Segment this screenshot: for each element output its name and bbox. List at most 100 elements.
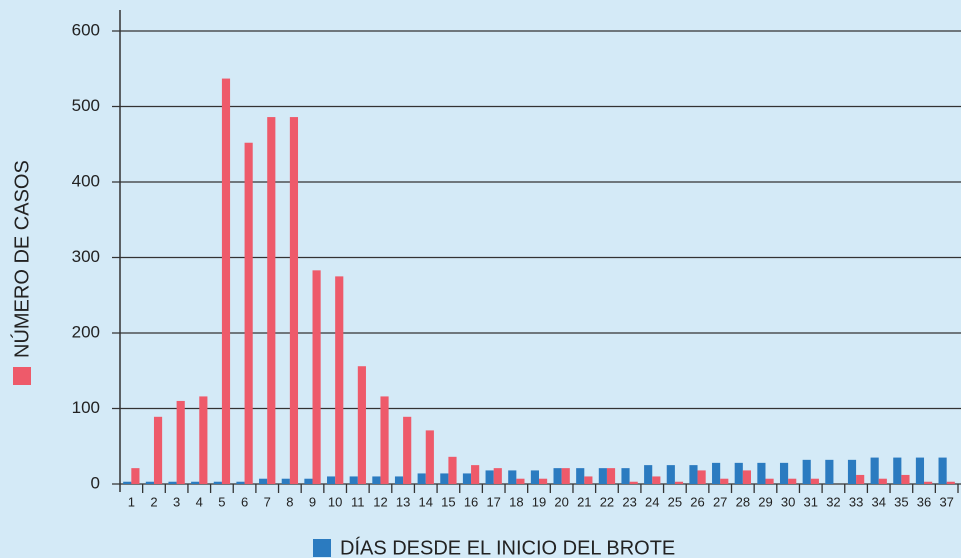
bar bbox=[394, 476, 404, 484]
bar bbox=[720, 478, 729, 484]
bar bbox=[281, 478, 290, 484]
x-tick-label: 10 bbox=[328, 494, 342, 509]
x-tick-label: 16 bbox=[464, 494, 478, 509]
x-tick-label: 27 bbox=[713, 494, 727, 509]
bar bbox=[878, 478, 887, 484]
bar bbox=[289, 117, 299, 484]
bar bbox=[312, 270, 321, 484]
bar bbox=[938, 457, 947, 484]
y-axis-label-group: NÚMERO DE CASOS bbox=[10, 160, 33, 385]
bar bbox=[372, 476, 381, 484]
bar bbox=[629, 481, 638, 484]
legend-swatch bbox=[313, 539, 331, 557]
bar bbox=[417, 473, 426, 484]
x-tick-label: 19 bbox=[532, 494, 546, 509]
bar bbox=[689, 465, 698, 484]
bar bbox=[425, 430, 434, 484]
x-tick-label: 36 bbox=[917, 494, 931, 509]
x-tick-label: 28 bbox=[736, 494, 750, 509]
bar bbox=[236, 481, 245, 484]
bar bbox=[666, 465, 675, 484]
y-tick-label: 200 bbox=[72, 322, 100, 341]
y-tick-label: 600 bbox=[72, 20, 100, 39]
bar bbox=[380, 396, 389, 484]
bar bbox=[712, 462, 721, 484]
x-tick-label: 33 bbox=[849, 494, 863, 509]
bar bbox=[213, 481, 222, 484]
y-tick-label: 0 bbox=[91, 473, 100, 492]
bar bbox=[145, 481, 154, 484]
bar bbox=[304, 478, 313, 484]
y-tick-label: 400 bbox=[72, 171, 100, 190]
x-tick-label: 15 bbox=[441, 494, 455, 509]
y-tick-label: 300 bbox=[72, 247, 100, 266]
bar bbox=[946, 481, 955, 484]
bar bbox=[199, 396, 208, 484]
bar bbox=[131, 468, 140, 484]
bar bbox=[901, 474, 910, 484]
bar bbox=[485, 470, 494, 484]
bar bbox=[757, 462, 766, 484]
bar bbox=[530, 470, 539, 484]
x-tick-label: 17 bbox=[486, 494, 500, 509]
x-tick-label: 25 bbox=[668, 494, 682, 509]
bar bbox=[508, 470, 517, 484]
x-tick-label: 9 bbox=[309, 494, 316, 509]
x-tick-label: 30 bbox=[781, 494, 795, 509]
bar bbox=[893, 457, 902, 484]
x-tick-label: 37 bbox=[939, 494, 953, 509]
bar bbox=[168, 481, 177, 484]
y-axis-label: NÚMERO DE CASOS bbox=[10, 160, 33, 358]
x-tick-label: 29 bbox=[758, 494, 772, 509]
x-tick-label: 7 bbox=[264, 494, 271, 509]
bar bbox=[153, 416, 163, 484]
bar bbox=[462, 473, 472, 484]
x-tick-label: 24 bbox=[645, 494, 659, 509]
bar bbox=[267, 117, 276, 484]
bar bbox=[825, 459, 834, 484]
bar bbox=[221, 78, 231, 484]
x-tick-label: 6 bbox=[241, 494, 248, 509]
x-tick-label: 8 bbox=[286, 494, 293, 509]
bar bbox=[123, 481, 132, 484]
x-tick-label: 35 bbox=[894, 494, 908, 509]
bar bbox=[870, 457, 879, 484]
bar bbox=[448, 456, 457, 484]
bar bbox=[924, 481, 933, 484]
bar bbox=[802, 459, 811, 484]
x-tick-label: 11 bbox=[351, 494, 365, 509]
bar bbox=[403, 416, 412, 484]
bar bbox=[742, 470, 751, 484]
bar bbox=[765, 478, 774, 484]
bar bbox=[335, 276, 344, 484]
x-tick-label: 2 bbox=[150, 494, 157, 509]
x-tick-label: 34 bbox=[871, 494, 885, 509]
bar bbox=[779, 462, 789, 484]
bar bbox=[621, 468, 630, 484]
bar bbox=[584, 476, 593, 484]
bar bbox=[327, 476, 336, 484]
x-tick-label: 13 bbox=[396, 494, 410, 509]
bar bbox=[471, 465, 480, 484]
bar bbox=[244, 142, 253, 485]
bar bbox=[644, 465, 653, 484]
bar bbox=[674, 481, 684, 484]
bar bbox=[598, 468, 607, 484]
x-tick-label: 12 bbox=[373, 494, 387, 509]
bar bbox=[561, 468, 570, 484]
bar bbox=[357, 366, 366, 484]
bar bbox=[606, 468, 616, 484]
x-tick-label: 26 bbox=[690, 494, 704, 509]
bar bbox=[176, 400, 185, 484]
bar bbox=[915, 457, 925, 484]
bar bbox=[493, 468, 502, 484]
x-tick-label: 21 bbox=[577, 494, 591, 509]
bar bbox=[847, 459, 857, 484]
x-axis-label: DÍAS DESDE EL INICIO DEL BROTE bbox=[340, 536, 675, 558]
bar bbox=[440, 473, 449, 484]
x-tick-label: 22 bbox=[600, 494, 614, 509]
bar bbox=[810, 478, 819, 484]
legend-swatch bbox=[13, 367, 31, 385]
